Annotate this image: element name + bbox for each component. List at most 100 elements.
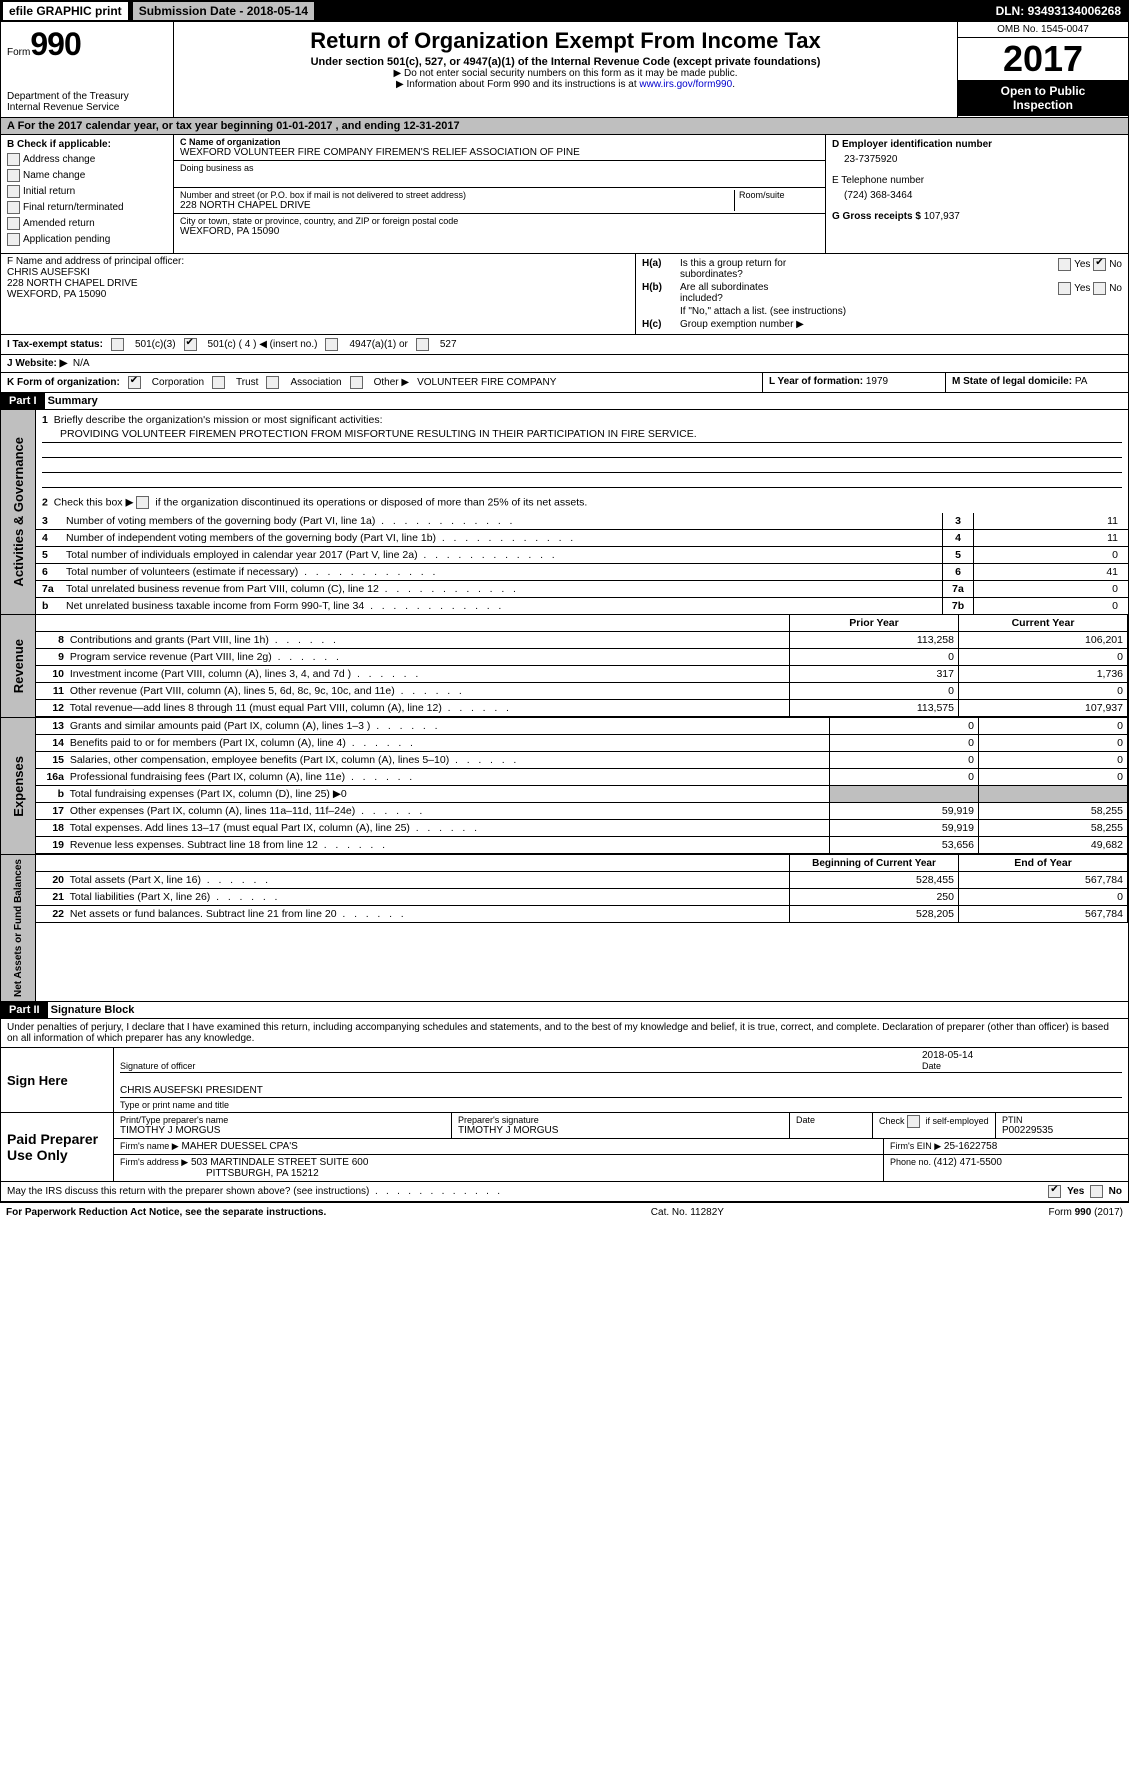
efile-label: efile GRAPHIC print	[2, 1, 129, 21]
gov-row: 6Total number of volunteers (estimate if…	[36, 564, 1128, 581]
city-value: WEXFORD, PA 15090	[180, 226, 819, 237]
addr-label: Number and street (or P.O. box if mail i…	[180, 190, 734, 200]
info-note: ▶ Information about Form 990 and its ins…	[182, 79, 949, 90]
c-label: C Name of organization	[180, 137, 819, 147]
sign-here-label: Sign Here	[1, 1048, 114, 1112]
hb-yes-checkbox[interactable]	[1058, 282, 1071, 295]
k-label: K Form of organization:	[7, 377, 120, 388]
h-note: If "No," attach a list. (see instruction…	[642, 306, 1122, 317]
table-row: 8 Contributions and grants (Part VIII, l…	[36, 632, 1128, 649]
paid-preparer-label: Paid Preparer Use Only	[1, 1113, 114, 1181]
b-check-item: Name change	[7, 169, 167, 182]
table-row: 15 Salaries, other compensation, employe…	[36, 752, 1128, 769]
firm-phone: (412) 471-5500	[934, 1157, 1002, 1168]
q2-checkbox[interactable]	[136, 496, 149, 509]
table-row: 16a Professional fundraising fees (Part …	[36, 769, 1128, 786]
ssn-note: ▶ Do not enter social security numbers o…	[182, 68, 949, 79]
vlabel-revenue: Revenue	[9, 635, 28, 697]
footer-center: Cat. No. 11282Y	[651, 1207, 724, 1218]
firm-name: MAHER DUESSEL CPA'S	[181, 1141, 297, 1152]
firm-ein: 25-1622758	[944, 1141, 997, 1152]
b-check-item: Final return/terminated	[7, 201, 167, 214]
irs: Internal Revenue Service	[7, 102, 167, 113]
other-checkbox[interactable]	[350, 376, 363, 389]
signature-section: Sign Here 2018-05-14 Signature of office…	[0, 1048, 1129, 1182]
table-row: 19 Revenue less expenses. Subtract line …	[36, 837, 1128, 854]
gov-row: 3Number of voting members of the governi…	[36, 513, 1128, 530]
line-klm: K Form of organization: Corporation Trus…	[0, 373, 1129, 393]
irs-link[interactable]: www.irs.gov/form990	[639, 79, 732, 90]
form-subtitle: Under section 501(c), 527, or 4947(a)(1)…	[182, 56, 949, 68]
org-name: WEXFORD VOLUNTEER FIRE COMPANY FIREMEN'S…	[180, 147, 819, 158]
page-footer: For Paperwork Reduction Act Notice, see …	[0, 1202, 1129, 1222]
trust-checkbox[interactable]	[212, 376, 225, 389]
table-row: 20 Total assets (Part X, line 16)528,455…	[36, 872, 1128, 889]
top-bar: efile GRAPHIC print Submission Date - 20…	[0, 0, 1129, 22]
street-address: 228 NORTH CHAPEL DRIVE	[180, 200, 734, 211]
officer-name: CHRIS AUSEFSKI	[7, 267, 629, 278]
b-check-item: Address change	[7, 153, 167, 166]
section-h: H(a)Is this a group return forsubordinat…	[635, 254, 1128, 334]
tax-year: 2017	[958, 38, 1128, 80]
typed-label: Type or print name and title	[120, 1100, 1122, 1110]
section-revenue: Revenue Prior YearCurrent Year8 Contribu…	[0, 615, 1129, 718]
table-row: 21 Total liabilities (Part X, line 26)25…	[36, 889, 1128, 906]
part2-header: Part II Signature Block	[0, 1002, 1129, 1019]
gross-receipts: G Gross receipts $ 107,937	[832, 211, 1122, 222]
ein-value: 23-7375920	[832, 150, 1122, 175]
ptin-value: P00229535	[1002, 1125, 1122, 1136]
501c3-checkbox[interactable]	[111, 338, 124, 351]
block-fh: F Name and address of principal officer:…	[0, 254, 1129, 335]
preparer-name: TIMOTHY J MORGUS	[120, 1125, 445, 1136]
vlabel-expenses: Expenses	[9, 752, 28, 821]
b-header: B Check if applicable:	[7, 139, 167, 150]
hb-no-checkbox[interactable]	[1093, 282, 1106, 295]
submission-date: Submission Date - 2018-05-14	[133, 2, 314, 20]
table-row: 12 Total revenue—add lines 8 through 11 …	[36, 700, 1128, 717]
table-row: 22 Net assets or fund balances. Subtract…	[36, 906, 1128, 923]
q1-block: 1 Briefly describe the organization's mi…	[36, 410, 1128, 492]
gov-row: 4Number of independent voting members of…	[36, 530, 1128, 547]
form-title: Return of Organization Exempt From Incom…	[182, 28, 949, 54]
ha-no-checkbox[interactable]	[1093, 258, 1106, 271]
4947-checkbox[interactable]	[325, 338, 338, 351]
hc-label: Group exemption number ▶	[680, 319, 804, 330]
discuss-yes-checkbox[interactable]	[1048, 1185, 1061, 1198]
ha-yes-checkbox[interactable]	[1058, 258, 1071, 271]
preparer-sig: TIMOTHY J MORGUS	[458, 1125, 783, 1136]
501c-checkbox[interactable]	[184, 338, 197, 351]
line-j: J Website: ▶ N/A	[0, 355, 1129, 373]
q1-text: Briefly describe the organization's miss…	[54, 414, 383, 426]
mission-text: PROVIDING VOLUNTEER FIREMEN PROTECTION F…	[42, 426, 1122, 443]
527-checkbox[interactable]	[416, 338, 429, 351]
corp-checkbox[interactable]	[128, 376, 141, 389]
dba-label: Doing business as	[180, 163, 819, 173]
section-expenses: Expenses 13 Grants and similar amounts p…	[0, 718, 1129, 855]
i-label: I Tax-exempt status:	[7, 339, 103, 350]
revenue-table: Prior YearCurrent Year8 Contributions an…	[36, 615, 1128, 717]
dln: DLN: 93493134006268	[996, 4, 1129, 18]
form-number: 990	[30, 26, 80, 62]
sig-date: 2018-05-14	[922, 1050, 1122, 1061]
open-to-public: Open to PublicInspection	[958, 80, 1128, 116]
firm-addr: 503 MARTINDALE STREET SUITE 600	[191, 1157, 368, 1168]
q2-block: 2 Check this box ▶ if the organization d…	[36, 492, 1128, 513]
ein-label: D Employer identification number	[832, 139, 1122, 150]
section-governance: Activities & Governance 1 Briefly descri…	[0, 410, 1129, 615]
table-row: 11 Other revenue (Part VIII, column (A),…	[36, 683, 1128, 700]
typed-name: CHRIS AUSEFSKI PRESIDENT	[120, 1085, 1122, 1098]
discuss-no-checkbox[interactable]	[1090, 1185, 1103, 1198]
assoc-checkbox[interactable]	[266, 376, 279, 389]
part1-title: Summary	[48, 395, 98, 407]
self-employed-checkbox[interactable]	[907, 1115, 920, 1128]
phone-value: (724) 368-3464	[832, 186, 1122, 211]
netassets-table: Beginning of Current YearEnd of Year20 T…	[36, 855, 1128, 923]
room-suite: Room/suite	[734, 190, 819, 211]
part1-header: Part I Summary	[0, 393, 1129, 410]
sig-officer-label: Signature of officer	[120, 1061, 922, 1073]
line-i: I Tax-exempt status: 501(c)(3) 501(c) ( …	[0, 335, 1129, 355]
gov-row: 7aTotal unrelated business revenue from …	[36, 581, 1128, 598]
section-netassets: Net Assets or Fund Balances Beginning of…	[0, 855, 1129, 1002]
website-value: N/A	[73, 358, 90, 369]
block-bcdefg: B Check if applicable: Address change Nam…	[0, 135, 1129, 254]
